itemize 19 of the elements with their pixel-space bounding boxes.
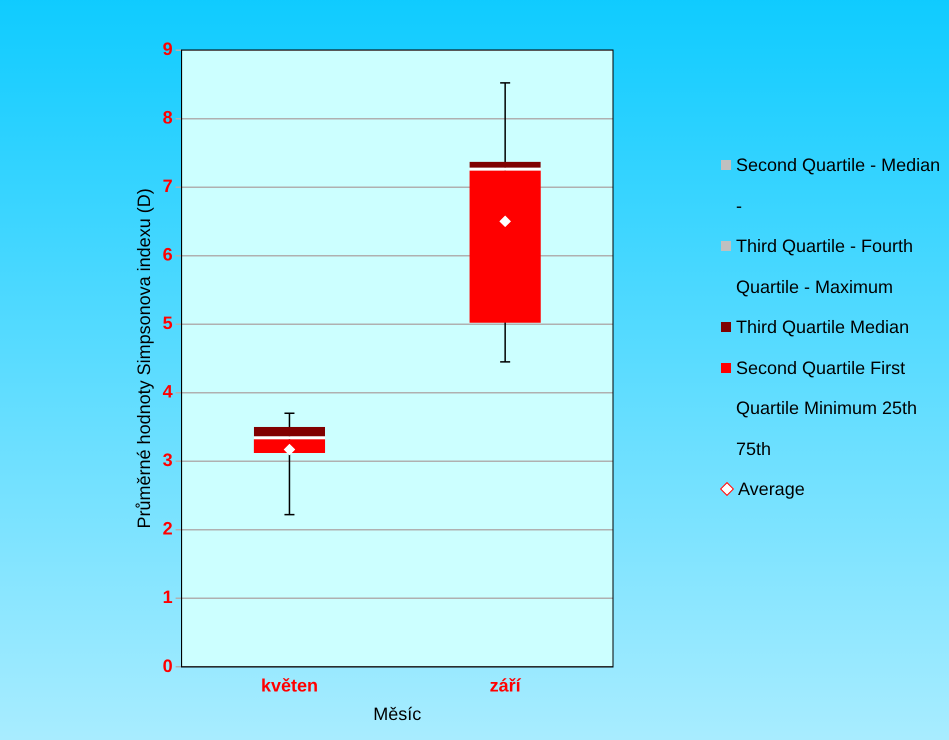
y-tick-label: 5 — [162, 313, 173, 334]
y-tick-label: 1 — [162, 587, 173, 608]
y-tick-label: 2 — [162, 518, 173, 539]
x-axis-title: Měsíc — [373, 704, 422, 724]
y-axis-title: Průměrné hodnoty Simpsonova indexu (D) — [134, 188, 154, 528]
y-tick-label: 8 — [162, 108, 173, 128]
y-tick-label: 4 — [162, 382, 173, 402]
legend-label: Second Quartile - Median - — [736, 154, 942, 218]
y-tick-label: 7 — [162, 176, 173, 196]
legend-label: Average — [738, 478, 805, 501]
y-tick-label: 9 — [162, 38, 173, 59]
y-tick-label: 0 — [162, 656, 173, 676]
y-tick-label: 6 — [162, 244, 173, 265]
x-tick-label: září — [490, 676, 522, 696]
y-tick-label: 3 — [162, 450, 173, 470]
legend-label: Second Quartile First Quartile Minimum 25th 75th — [736, 356, 918, 460]
x-tick-label: květen — [260, 676, 318, 696]
legend-label: Third Quartile Median — [736, 316, 910, 339]
legend-label: Third Quartile - Fourth Quartile - Maximum — [736, 235, 914, 298]
